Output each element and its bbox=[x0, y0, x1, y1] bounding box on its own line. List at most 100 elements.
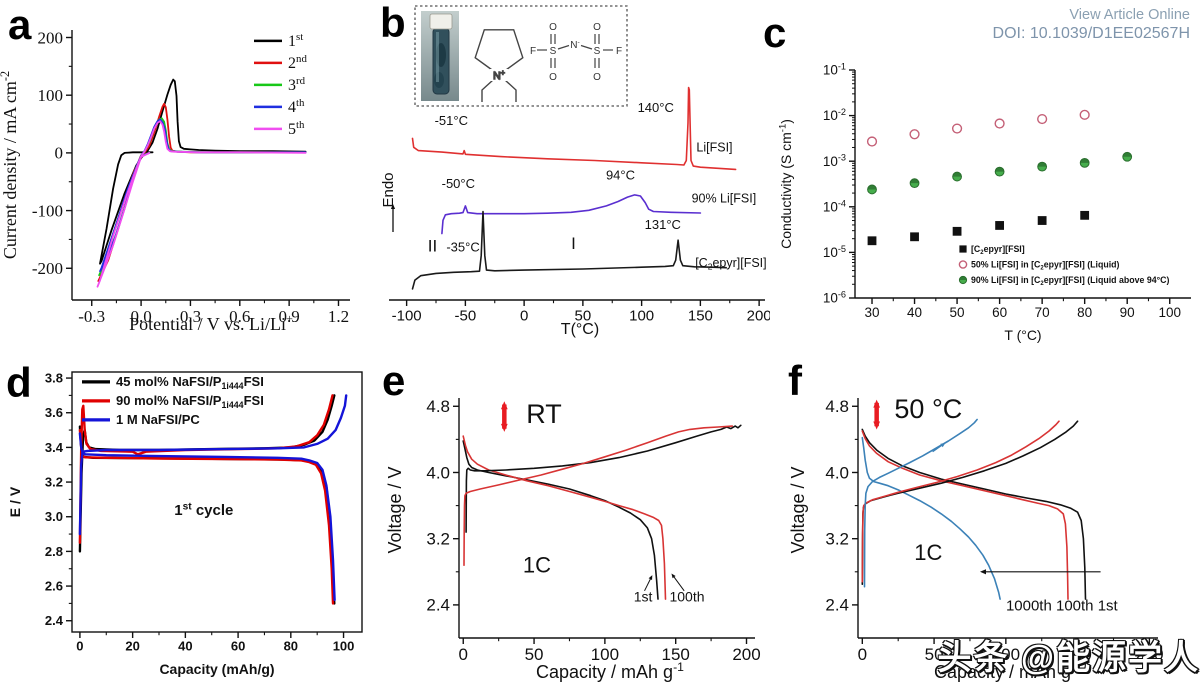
svg-text:-35°C: -35°C bbox=[446, 239, 479, 254]
svg-text:200: 200 bbox=[732, 645, 760, 664]
svg-text:1000th 100th 1st: 1000th 100th 1st bbox=[1006, 598, 1119, 615]
svg-text:-50°C: -50°C bbox=[442, 176, 475, 191]
svg-text:10-2: 10-2 bbox=[823, 107, 846, 123]
f-series-1st-discharge bbox=[861, 428, 1087, 600]
svg-text:200: 200 bbox=[38, 28, 64, 47]
svg-text:3.2: 3.2 bbox=[426, 529, 450, 548]
c-series-C2epyr-FSI bbox=[867, 210, 1090, 246]
b-series bbox=[411, 86, 737, 290]
panel-a-chart: -0.3 0.0 0.3 0.6 0.9 1.2 -200 -100 0 100 200 Potent… bbox=[0, 28, 350, 334]
f-annotations: 50 °C 1C 1000th 100th 1st bbox=[873, 394, 1119, 615]
svg-text:3.6: 3.6 bbox=[45, 405, 63, 420]
svg-text:Endo: Endo bbox=[380, 172, 397, 207]
svg-text:10-4: 10-4 bbox=[823, 198, 846, 214]
svg-text:I: I bbox=[571, 234, 576, 253]
svg-text:3.4: 3.4 bbox=[45, 440, 64, 455]
svg-text:90% Li[FSI] in [C2epyr][FSI] (: 90% Li[FSI] in [C2epyr][FSI] (Liquid abo… bbox=[971, 275, 1170, 287]
b-series-LiFSI bbox=[411, 86, 737, 171]
svg-text:Voltage / V: Voltage / V bbox=[385, 466, 405, 553]
svg-text:150: 150 bbox=[688, 307, 713, 324]
svg-text:20: 20 bbox=[125, 639, 139, 654]
e-annotations: RT 1C 1st 100th bbox=[500, 399, 705, 605]
e-series bbox=[462, 424, 742, 600]
c-axes bbox=[854, 70, 1191, 299]
svg-text:0: 0 bbox=[76, 639, 83, 654]
panel-a: a -0.3 0.0 0.3 0.6 0.9 1.2 -200 -100 0 100 200 Pote… bbox=[0, 0, 375, 356]
svg-text:100: 100 bbox=[591, 645, 619, 664]
panel-d-chart: 0 20 40 60 80 100 2.4 2.6 2.8 3.0 3.2 3.4 3.6 3.8 Capa… bbox=[7, 370, 363, 677]
panel-a-label: a bbox=[8, 1, 32, 48]
svg-text:N+: N+ bbox=[493, 69, 505, 82]
svg-text:0.3: 0.3 bbox=[180, 307, 201, 326]
a-series-cycle-1 bbox=[99, 78, 307, 265]
svg-text:2.4: 2.4 bbox=[426, 596, 450, 615]
svg-text:3.2: 3.2 bbox=[45, 474, 63, 489]
panel-f-label: f bbox=[788, 357, 802, 404]
svg-text:O: O bbox=[593, 72, 601, 83]
svg-text:S: S bbox=[550, 46, 557, 57]
svg-text:100: 100 bbox=[38, 86, 64, 105]
f-series-1000th-charge bbox=[863, 418, 978, 588]
c-legend: [C2epyr][FSI] 50% Li[FSI] in [C2epyr][FSI… bbox=[958, 244, 1170, 287]
d-series-NaFSI-PC-charge bbox=[78, 394, 348, 536]
svg-text:1 M NaFSI/PC: 1 M NaFSI/PC bbox=[116, 412, 200, 427]
svg-text:4th: 4th bbox=[288, 97, 305, 116]
e-axes bbox=[458, 398, 755, 639]
svg-text:0: 0 bbox=[459, 645, 468, 664]
svg-text:2.4: 2.4 bbox=[45, 613, 64, 628]
a-ticks: -0.3 0.0 0.3 0.6 0.9 1.2 -200 -100 0 100 200 bbox=[32, 28, 349, 326]
svg-text:10-5: 10-5 bbox=[823, 244, 846, 260]
svg-text:4.8: 4.8 bbox=[825, 397, 849, 416]
svg-text:45 mol% NaFSI/P1i444FSI: 45 mol% NaFSI/P1i444FSI bbox=[116, 374, 264, 391]
svg-text:70: 70 bbox=[1035, 305, 1050, 320]
svg-text:4.0: 4.0 bbox=[426, 463, 450, 482]
svg-text:0.9: 0.9 bbox=[279, 307, 300, 326]
svg-text:0.6: 0.6 bbox=[229, 307, 250, 326]
svg-text:2.6: 2.6 bbox=[45, 578, 63, 593]
f-series-1st-charge bbox=[861, 420, 1079, 585]
panel-b-label: b bbox=[380, 0, 406, 46]
cation-structure: N+ bbox=[474, 29, 524, 102]
svg-text:-200: -200 bbox=[32, 259, 63, 278]
svg-text:10-1: 10-1 bbox=[823, 61, 846, 77]
b-annotations: -51°C 140°C -50°C 94°C II -35°C I 131°C Li[FSI] 9… bbox=[428, 100, 767, 272]
svg-text:Voltage / V: Voltage / V bbox=[788, 466, 808, 553]
anion-structure: F S N- S F O O O O bbox=[530, 22, 622, 83]
svg-text:90% Li[FSI]: 90% Li[FSI] bbox=[692, 192, 757, 206]
a-series-cycle-3 bbox=[98, 117, 307, 277]
e-series-1st-discharge bbox=[462, 440, 659, 600]
e-series-100th-discharge bbox=[462, 435, 667, 600]
d-series bbox=[78, 394, 348, 605]
f-series-1000th-discharge bbox=[861, 436, 1001, 600]
svg-text:150: 150 bbox=[1063, 645, 1091, 664]
panel-e: e 0 50 100 150 200 2.4 3.2 4.0 4.8 Capacity / mAh… bbox=[375, 360, 780, 690]
svg-text:2.4: 2.4 bbox=[825, 596, 849, 615]
c-ticks: 30 40 50 60 70 80 90 100 10-1 10-2 10-3 10-4 10-5 10-… bbox=[823, 61, 1181, 320]
d-ticks: 0 20 40 60 80 100 2.4 2.6 2.8 3.0 3.2 3.4 3.6 3.8 bbox=[45, 370, 354, 653]
svg-text:90: 90 bbox=[1120, 305, 1135, 320]
svg-text:50: 50 bbox=[925, 645, 944, 664]
e-series-100th-charge bbox=[463, 425, 734, 566]
e-series-1st-charge bbox=[465, 424, 742, 533]
panel-b: b -100 -50 0 50 100 150 200 T(°C) -51°C 140°C -50°… bbox=[375, 0, 770, 356]
svg-text:T (°C): T (°C) bbox=[1004, 327, 1041, 343]
svg-text:200: 200 bbox=[1135, 645, 1163, 664]
b-inset: N+ F S N- S F O O O O bbox=[414, 5, 628, 107]
a-axes bbox=[71, 30, 350, 301]
svg-text:Potential / V vs. Li/Li+: Potential / V vs. Li/Li+ bbox=[129, 312, 293, 334]
svg-text:1C: 1C bbox=[914, 540, 942, 565]
d-legend: 45 mol% NaFSI/P1i444FSI 90 mol% NaFSI/P1i… bbox=[82, 374, 264, 427]
svg-text:Current density / mA cm-2: Current density / mA cm-2 bbox=[0, 71, 20, 259]
svg-text:3.2: 3.2 bbox=[825, 529, 849, 548]
header-links: View Article Online DOI: 10.1039/D1EE025… bbox=[993, 6, 1190, 44]
svg-text:90 mol% NaFSI/P1i444FSI: 90 mol% NaFSI/P1i444FSI bbox=[116, 393, 264, 410]
a-series bbox=[96, 78, 307, 288]
svg-text:1C: 1C bbox=[523, 553, 551, 578]
svg-text:E / V: E / V bbox=[7, 486, 23, 517]
f-axes bbox=[857, 398, 1158, 639]
panel-d: d 0 20 40 60 80 100 2.4 2.6 2.8 3.0 3.2 3.4 3.6 3.8 Ca… bbox=[0, 358, 375, 690]
b-series-C2epyr-FSI bbox=[411, 210, 727, 290]
svg-text:4.0: 4.0 bbox=[825, 463, 849, 482]
view-article-online-link[interactable]: View Article Online bbox=[1069, 7, 1190, 23]
